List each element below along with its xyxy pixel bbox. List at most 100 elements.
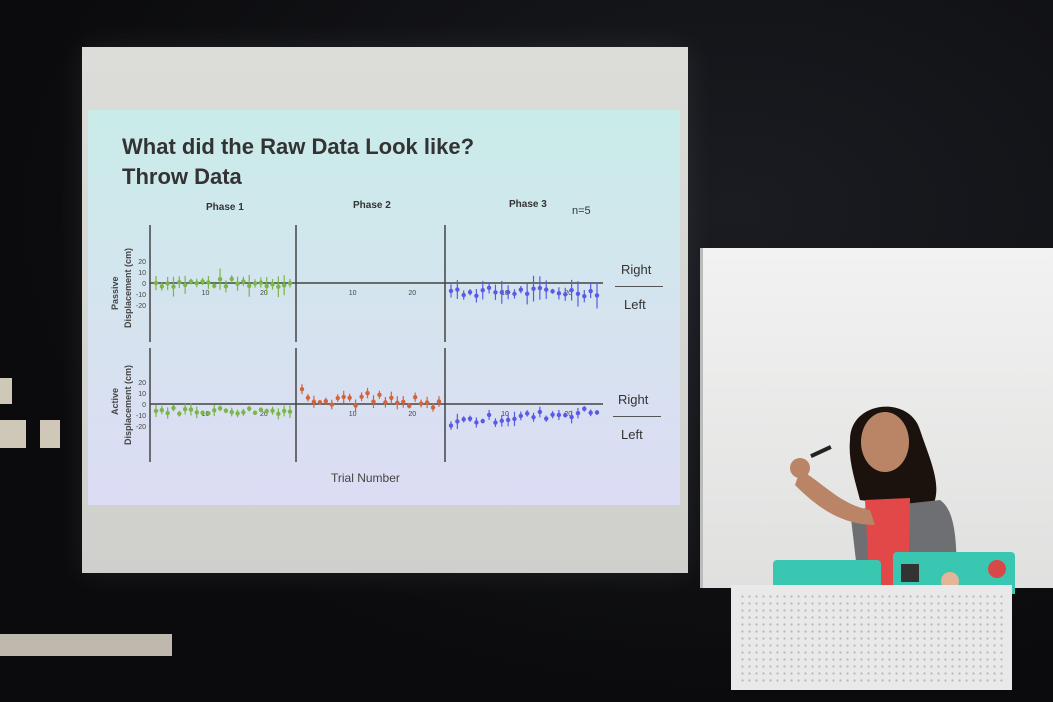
data-point — [377, 392, 382, 397]
data-point — [341, 394, 346, 400]
slide-title-line2: Throw Data — [122, 164, 242, 189]
data-point — [512, 291, 517, 297]
plot-axes: 20 10 0 -10 -20 10 20 10 20 10 20 20 10 0 -10 -20 10 20 10… — [136, 225, 603, 462]
sticker-icon — [988, 560, 1006, 578]
data-point — [182, 407, 188, 412]
y-tick-label: -20 — [136, 303, 146, 310]
data-point — [252, 410, 258, 416]
light-switch-panel — [0, 420, 26, 448]
active-left-label: Left — [621, 427, 643, 442]
y-tick-label: 20 — [138, 259, 146, 266]
raw-data-plot: 20 10 0 -10 -20 10 20 10 20 10 20 20 10 0 -10 -20 10 20 10… — [136, 225, 603, 462]
data-point — [537, 285, 543, 291]
data-point — [563, 292, 568, 297]
data-point — [258, 407, 264, 412]
data-point — [493, 290, 498, 295]
data-point — [171, 284, 176, 289]
data-point — [223, 408, 229, 413]
y-tick-label: -20 — [136, 424, 146, 431]
data-point — [287, 409, 293, 414]
data-point — [544, 287, 549, 292]
data-point — [212, 408, 217, 413]
x-tick-label: 20 — [564, 290, 572, 297]
y-tick-label: 0 — [142, 402, 146, 409]
data-point — [582, 293, 587, 299]
data-point — [177, 411, 182, 416]
data-point — [217, 276, 223, 282]
plot-marks — [153, 268, 600, 430]
outlet — [40, 420, 60, 448]
data-point — [347, 395, 352, 400]
data-point — [556, 291, 562, 296]
data-point — [588, 288, 593, 294]
data-point — [241, 279, 246, 284]
data-point — [418, 401, 424, 406]
data-point — [159, 407, 165, 413]
data-point — [575, 291, 581, 297]
data-point — [556, 412, 562, 418]
x-tick-label: 10 — [349, 411, 357, 418]
data-point — [575, 410, 581, 416]
data-point — [353, 403, 358, 408]
data-point — [512, 416, 517, 422]
data-point — [153, 408, 159, 414]
data-point — [287, 281, 293, 286]
data-point — [594, 293, 600, 298]
x-tick-label: 10 — [349, 290, 357, 297]
data-point — [247, 406, 252, 411]
data-point — [480, 418, 485, 424]
data-point — [182, 282, 188, 288]
x-tick-label: 10 — [202, 411, 210, 418]
data-point — [486, 412, 492, 418]
podium — [731, 585, 1012, 690]
data-point — [518, 413, 524, 419]
x-tick-label: 20 — [408, 290, 416, 297]
data-point — [247, 283, 252, 289]
slide-title-line1: What did the Raw Data Look like? — [122, 134, 475, 159]
desk — [0, 634, 172, 656]
data-point — [235, 411, 240, 416]
data-point — [448, 288, 454, 294]
data-point — [412, 395, 418, 400]
x-tick-label: 10 — [202, 290, 210, 297]
passive-left-label: Left — [624, 297, 646, 312]
data-point — [594, 410, 600, 415]
presentation-slide: What did the Raw Data Look like? Throw D… — [88, 110, 680, 505]
data-point — [480, 288, 485, 293]
data-point — [505, 290, 511, 295]
data-point — [544, 416, 549, 421]
data-point — [270, 282, 275, 287]
y-tick-label: 0 — [142, 281, 146, 288]
data-point — [389, 395, 394, 401]
data-point — [455, 287, 460, 292]
data-point — [407, 403, 412, 409]
data-point — [588, 410, 593, 415]
x-tick-label: 20 — [564, 411, 572, 418]
data-point — [329, 402, 334, 407]
podium-vent — [739, 593, 1004, 682]
x-tick-label: 20 — [408, 411, 416, 418]
phase-2-label: Phase 2 — [353, 200, 391, 211]
phase-1-label: Phase 1 — [206, 202, 244, 213]
data-point — [153, 280, 159, 286]
data-point — [188, 279, 194, 284]
data-point — [550, 412, 555, 417]
data-point — [383, 400, 388, 405]
data-point — [550, 289, 555, 294]
active-right-label: Right — [618, 392, 649, 407]
data-point — [537, 409, 543, 415]
data-point — [223, 284, 229, 289]
data-point — [206, 411, 211, 416]
y-tick-label: 10 — [138, 270, 146, 277]
data-point — [582, 406, 587, 412]
data-point — [200, 279, 205, 284]
data-point — [474, 293, 479, 298]
data-point — [524, 291, 530, 297]
data-point — [365, 390, 370, 396]
data-point — [424, 400, 430, 405]
passive-right-label: Right — [621, 262, 652, 277]
active-divider — [613, 416, 661, 417]
data-point — [395, 400, 400, 405]
data-point — [177, 280, 182, 285]
data-point — [467, 416, 473, 421]
